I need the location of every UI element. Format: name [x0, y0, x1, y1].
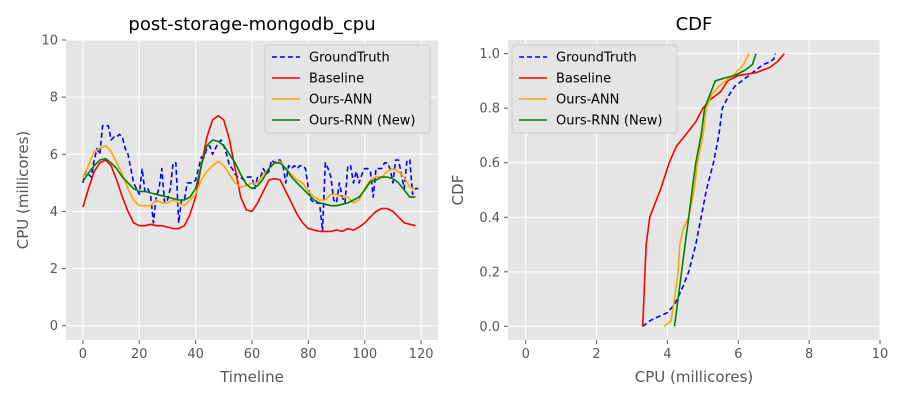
timeline-y-tick-label: 10 — [41, 34, 58, 49]
timeline-series — [82, 114, 419, 233]
cdf-series-groundtruth — [642, 53, 777, 328]
timeline-legend-label-ours-ann: Ours-ANN — [309, 93, 372, 108]
cdf-series-baseline — [641, 53, 785, 327]
timeline-x-tick-label: 0 — [79, 347, 87, 362]
cdf-ticks: 0 2 4 6 8 10 0.0 0.2 0.4 0.6 0.8 1.0 — [479, 47, 888, 362]
cdf-series — [641, 53, 785, 328]
cdf-legend-label-groundtruth: GroundTruth — [556, 51, 637, 66]
timeline-x-tick-label: 80 — [300, 347, 317, 362]
cdf-legend: GroundTruth Baseline Ours-ANN Ours-RNN (New… — [511, 44, 678, 134]
cdf-y-tick-label: 0.4 — [479, 211, 500, 226]
timeline-legend-box — [264, 44, 431, 134]
timeline-series-ours-rnn-new — [82, 139, 416, 207]
cdf-x-axis-label: CPU (millicores) — [635, 368, 754, 386]
cdf-legend-box — [511, 44, 678, 134]
timeline-y-tick-label: 4 — [50, 205, 58, 220]
cdf-series-ours-ann — [663, 53, 750, 328]
cdf-y-tick-label: 0.8 — [479, 102, 500, 117]
timeline-legend-label-ours-rnn-new: Ours-RNN (New) — [309, 114, 415, 129]
cdf-y-tick-label: 0.0 — [479, 320, 500, 335]
timeline-series-groundtruth — [82, 124, 419, 233]
timeline-x-tick-label: 100 — [352, 347, 377, 362]
cdf-title: CDF — [676, 14, 713, 35]
timeline-chart: 0 20 40 60 80 100 120 0 2 4 6 8 10 post-storage-mong… — [14, 14, 438, 386]
timeline-series-ours-ann — [82, 144, 416, 207]
timeline-x-tick-label: 40 — [187, 347, 204, 362]
timeline-series-baseline — [82, 114, 416, 233]
cdf-legend-label-ours-rnn-new: Ours-RNN (New) — [556, 114, 662, 129]
cdf-y-tick-label: 1.0 — [479, 47, 500, 62]
timeline-y-tick-label: 6 — [50, 148, 58, 163]
cdf-legend-label-ours-ann: Ours-ANN — [556, 93, 619, 108]
timeline-y-tick-label: 2 — [50, 262, 58, 277]
timeline-y-tick-label: 0 — [50, 319, 58, 334]
cdf-y-tick-label: 0.2 — [479, 265, 500, 280]
timeline-title: post-storage-mongodb_cpu — [128, 14, 375, 35]
cdf-x-tick-label: 6 — [734, 347, 742, 362]
timeline-legend: GroundTruth Baseline Ours-ANN Ours-RNN (New… — [264, 44, 431, 134]
cdf-x-tick-label: 2 — [592, 347, 600, 362]
timeline-legend-label-baseline: Baseline — [309, 72, 364, 87]
cdf-x-tick-label: 10 — [872, 347, 889, 362]
timeline-legend-label-groundtruth: GroundTruth — [309, 51, 390, 66]
cdf-y-axis-label: CDF — [449, 175, 467, 206]
cdf-series-ours-rnn-new — [673, 53, 757, 327]
cdf-chart: 0 2 4 6 8 10 0.0 0.2 0.4 0.6 0.8 1.0 CDF CPU (milli… — [449, 14, 888, 386]
timeline-x-tick-label: 60 — [244, 347, 261, 362]
timeline-x-tick-label: 120 — [409, 347, 434, 362]
cdf-x-tick-label: 0 — [522, 347, 530, 362]
timeline-ticks: 0 20 40 60 80 100 120 0 2 4 6 8 10 — [41, 34, 433, 363]
timeline-y-axis-label: CPU (millicores) — [14, 131, 32, 250]
cdf-x-tick-label: 8 — [805, 347, 813, 362]
timeline-x-tick-label: 20 — [131, 347, 148, 362]
cdf-x-tick-label: 4 — [663, 347, 671, 362]
cdf-y-tick-label: 0.6 — [479, 156, 500, 171]
timeline-y-tick-label: 8 — [50, 91, 58, 106]
timeline-x-axis-label: Timeline — [219, 368, 284, 386]
cdf-legend-label-baseline: Baseline — [556, 72, 611, 87]
